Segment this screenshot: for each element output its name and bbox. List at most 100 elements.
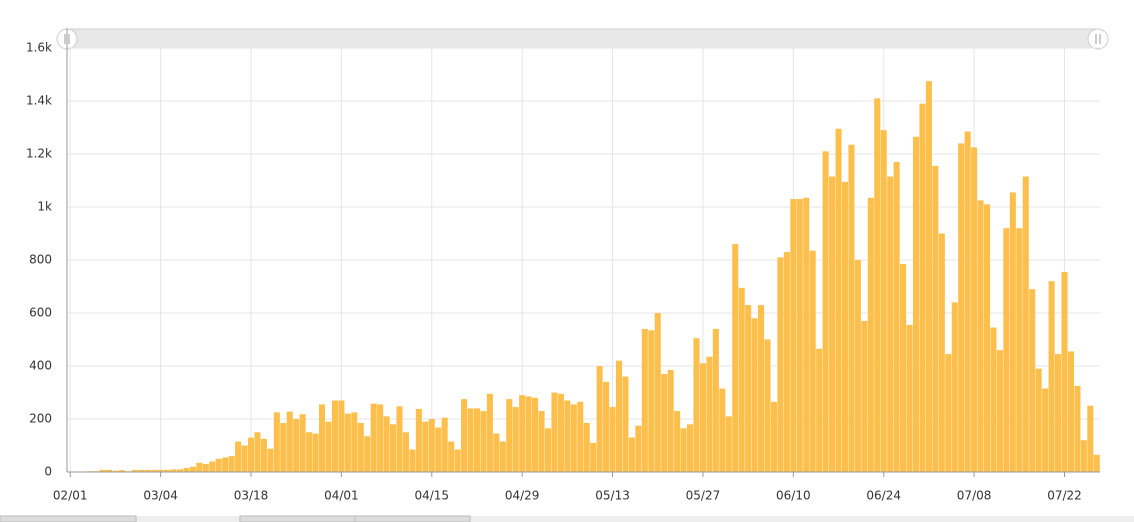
bar xyxy=(680,428,687,472)
x-tick-label: 04/29 xyxy=(505,489,540,503)
bar xyxy=(919,103,926,473)
bar xyxy=(1022,176,1029,472)
bar xyxy=(557,393,564,472)
bar xyxy=(370,403,377,472)
bar xyxy=(790,199,797,473)
bar xyxy=(170,469,177,472)
bar xyxy=(887,176,894,472)
bar xyxy=(402,432,409,472)
bar xyxy=(590,442,597,472)
bar xyxy=(383,416,390,472)
bar xyxy=(209,461,216,472)
x-tick-label: 03/04 xyxy=(143,489,178,503)
tab[interactable] xyxy=(239,515,356,522)
bar xyxy=(512,407,519,472)
bar xyxy=(615,360,623,472)
bar xyxy=(803,197,810,472)
y-tick-label: 800 xyxy=(29,253,52,267)
bar xyxy=(260,438,267,472)
bar xyxy=(280,422,287,472)
bar xyxy=(351,412,358,472)
bar xyxy=(293,419,300,472)
bar xyxy=(751,318,758,472)
bar xyxy=(564,400,571,472)
bar xyxy=(99,469,106,472)
bar xyxy=(202,464,209,472)
bar xyxy=(654,313,661,472)
bar xyxy=(273,412,280,472)
bar xyxy=(138,469,145,472)
bar xyxy=(247,437,255,472)
bar xyxy=(622,376,629,472)
bar xyxy=(189,466,196,472)
bar xyxy=(693,338,700,472)
bar xyxy=(596,366,603,472)
bar xyxy=(932,165,939,473)
y-tick-label: 0 xyxy=(44,465,52,479)
bar xyxy=(144,469,151,472)
bar xyxy=(983,204,991,472)
bar xyxy=(338,400,345,472)
bar xyxy=(222,457,229,472)
bar xyxy=(267,448,274,472)
zoom-handle-right[interactable] xyxy=(1087,28,1109,50)
bar xyxy=(1009,192,1016,473)
bar xyxy=(525,396,532,472)
bar xyxy=(112,470,119,472)
tab[interactable] xyxy=(0,515,137,522)
bar xyxy=(686,424,694,472)
bar xyxy=(990,327,997,472)
bar xyxy=(764,339,771,472)
bar xyxy=(1080,440,1087,472)
bar xyxy=(874,98,881,472)
bar xyxy=(971,147,978,472)
bar xyxy=(480,411,487,472)
bar xyxy=(912,136,920,472)
bar xyxy=(493,433,500,472)
bar xyxy=(777,257,784,472)
x-tick-label: 06/24 xyxy=(866,489,901,503)
bar xyxy=(215,458,222,472)
bar xyxy=(835,128,842,472)
bar xyxy=(699,363,706,472)
bar xyxy=(674,411,681,472)
y-tick-label: 400 xyxy=(29,359,52,373)
x-tick-label: 04/01 xyxy=(324,489,359,503)
bar xyxy=(415,408,422,472)
bar xyxy=(641,328,648,472)
bar xyxy=(151,469,158,472)
zoom-slider[interactable] xyxy=(66,28,1099,49)
bar xyxy=(235,441,242,472)
bar xyxy=(841,181,849,472)
bar xyxy=(241,445,248,472)
bar xyxy=(712,328,719,472)
tab[interactable] xyxy=(354,515,471,522)
x-tick-label: 05/13 xyxy=(595,489,630,503)
bar xyxy=(396,406,403,472)
bar xyxy=(1029,289,1036,472)
bar xyxy=(461,399,468,472)
bar xyxy=(661,373,668,472)
bar xyxy=(977,200,984,472)
bar xyxy=(331,400,338,472)
bar xyxy=(796,199,803,473)
bar xyxy=(551,392,558,472)
bar xyxy=(377,404,384,472)
bar xyxy=(228,456,235,472)
bar xyxy=(603,381,610,472)
bar xyxy=(951,302,958,472)
bar xyxy=(118,470,125,472)
bar xyxy=(1074,385,1081,472)
bar xyxy=(667,369,674,472)
y-tick-label: 1k xyxy=(37,200,52,214)
bar xyxy=(893,161,900,472)
handle-grip xyxy=(1095,34,1101,44)
bar xyxy=(867,197,874,472)
bar xyxy=(286,411,293,472)
bar xyxy=(925,81,932,472)
bar xyxy=(906,324,913,472)
bar xyxy=(176,469,184,472)
bar xyxy=(829,176,836,472)
y-tick-label: 1.2k xyxy=(26,147,52,161)
